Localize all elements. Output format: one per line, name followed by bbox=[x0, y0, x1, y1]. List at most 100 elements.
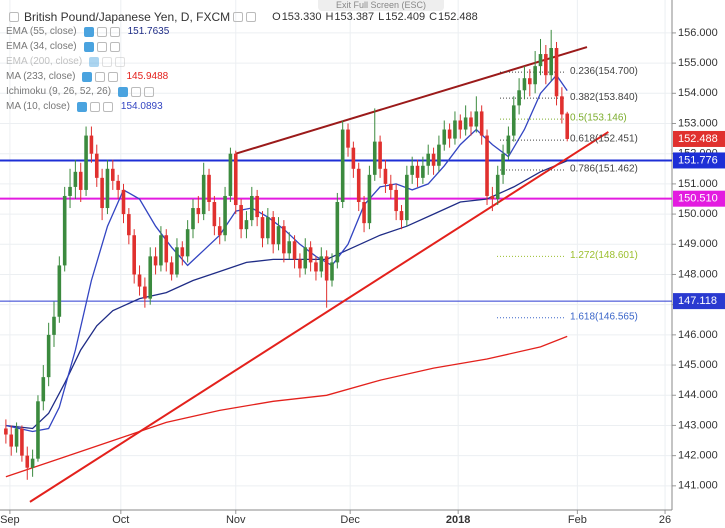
candle-body bbox=[399, 211, 404, 221]
candle-body bbox=[244, 220, 249, 230]
ohlc-value: 152.488 bbox=[438, 10, 478, 23]
indicator-row: EMA (34, close) bbox=[6, 39, 478, 54]
candle-body bbox=[255, 195, 259, 218]
candle-body bbox=[538, 54, 543, 67]
candle-body bbox=[148, 256, 153, 299]
candle-body bbox=[378, 141, 382, 169]
candle-body bbox=[57, 265, 62, 317]
indicator-icon[interactable] bbox=[118, 86, 129, 97]
indicator-icon[interactable] bbox=[96, 26, 107, 37]
price-box-label: 150.510 bbox=[678, 193, 718, 205]
candle-body bbox=[271, 217, 275, 245]
candle-body bbox=[201, 174, 206, 215]
indicator-icon[interactable] bbox=[89, 56, 100, 67]
candle-body bbox=[52, 316, 56, 335]
candle-body bbox=[143, 286, 147, 299]
fib-label: 0.618(152.451) bbox=[570, 134, 638, 145]
candle-body bbox=[20, 428, 24, 456]
indicator-value: 151.7635 bbox=[127, 26, 170, 37]
candle-body bbox=[447, 129, 452, 139]
y-tick-label: 150.000 bbox=[678, 208, 718, 220]
indicator-icon[interactable] bbox=[115, 56, 126, 67]
candle-body bbox=[233, 153, 238, 206]
candle-body bbox=[9, 434, 14, 447]
candle-body bbox=[501, 153, 505, 175]
fib-label: 0.786(151.462) bbox=[570, 164, 638, 175]
candle-body bbox=[308, 247, 313, 263]
indicator-name: EMA (55, close) bbox=[6, 26, 77, 37]
candle-body bbox=[388, 183, 393, 190]
fib-label: 1.272(148.601) bbox=[570, 250, 638, 261]
candle-body bbox=[276, 226, 281, 245]
candle-body bbox=[415, 165, 420, 178]
candle-body bbox=[314, 262, 318, 272]
candle-body bbox=[153, 256, 158, 266]
indicator-icon[interactable] bbox=[95, 71, 106, 82]
indicator-icon[interactable] bbox=[144, 86, 155, 97]
candle-body bbox=[362, 202, 366, 224]
indicator-icon[interactable] bbox=[109, 41, 120, 52]
candle-body bbox=[469, 117, 473, 127]
candle-body bbox=[105, 168, 110, 209]
indicator-icon[interactable] bbox=[76, 101, 87, 112]
indicator-icon[interactable] bbox=[109, 26, 120, 37]
indicator-name: EMA (200, close) bbox=[6, 56, 83, 67]
candle-body bbox=[527, 78, 532, 85]
trendline bbox=[29, 131, 609, 503]
indicator-icon[interactable] bbox=[108, 71, 119, 82]
candle-body bbox=[372, 141, 377, 175]
indicator-icon[interactable] bbox=[83, 26, 94, 37]
candle-body bbox=[421, 165, 425, 178]
collapse-icon[interactable] bbox=[9, 11, 19, 22]
candle-body bbox=[549, 48, 553, 76]
candle-body bbox=[533, 66, 537, 85]
indicator-icon[interactable] bbox=[82, 71, 93, 82]
candle-body bbox=[100, 177, 104, 209]
indicator-name: EMA (34, close) bbox=[6, 41, 77, 52]
y-tick-label: 142.000 bbox=[678, 450, 718, 462]
candle-body bbox=[223, 195, 227, 236]
indicator-line bbox=[5, 335, 568, 478]
indicator-icon[interactable] bbox=[102, 56, 113, 67]
indicator-row: MA (233, close) 145.9488 bbox=[6, 69, 478, 84]
candle-body bbox=[495, 174, 500, 199]
candle-body bbox=[565, 113, 570, 139]
candle-body bbox=[116, 180, 120, 190]
indicator-line bbox=[5, 160, 568, 430]
candle-body bbox=[298, 259, 302, 269]
candle-body bbox=[30, 458, 35, 468]
menu-icon[interactable] bbox=[233, 11, 244, 22]
candle-body bbox=[458, 120, 463, 130]
indicator-name: Ichimoku (9, 26, 52, 26) bbox=[6, 86, 112, 97]
indicator-icon[interactable] bbox=[89, 101, 100, 112]
header-row: British Pound/Japanese Yen, D, FXCM O 153… bbox=[6, 9, 478, 24]
x-tick-label: Sep bbox=[0, 514, 20, 526]
indicator-name: MA (10, close) bbox=[6, 101, 70, 112]
candle-body bbox=[303, 247, 308, 269]
fib-label: 0.5(153.146) bbox=[570, 113, 627, 124]
indicator-icon[interactable] bbox=[83, 41, 94, 52]
candle-body bbox=[137, 274, 142, 287]
indicator-icon[interactable] bbox=[131, 86, 142, 97]
ohlc-name: O bbox=[272, 10, 281, 23]
x-tick-label: Oct bbox=[112, 514, 129, 526]
candle-body bbox=[196, 208, 201, 215]
ohlc-value: 152.409 bbox=[385, 10, 426, 23]
candle-body bbox=[212, 202, 217, 227]
settings-icon[interactable] bbox=[246, 11, 257, 22]
indicator-row: Ichimoku (9, 26, 52, 26) bbox=[6, 84, 478, 99]
candle-body bbox=[84, 135, 88, 190]
candle-body bbox=[260, 217, 265, 239]
candle-body bbox=[159, 235, 163, 266]
candle-body bbox=[511, 105, 516, 136]
candle-body bbox=[94, 153, 99, 178]
price-box bbox=[673, 152, 725, 169]
exit-fullscreen-button[interactable]: Exit Full Screen (ESC) bbox=[318, 0, 444, 11]
y-tick-label: 144.000 bbox=[678, 389, 718, 401]
candle-body bbox=[517, 90, 521, 106]
indicator-icon[interactable] bbox=[96, 41, 107, 52]
indicator-icon[interactable] bbox=[102, 101, 113, 112]
candle-body bbox=[175, 247, 179, 275]
